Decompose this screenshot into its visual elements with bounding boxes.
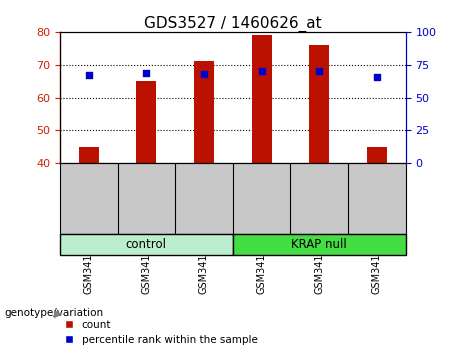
Text: KRAP null: KRAP null	[291, 238, 347, 251]
Bar	[136, 81, 156, 163]
Bar	[233, 234, 406, 255]
Text: ▶: ▶	[54, 308, 63, 318]
Point	[85, 73, 92, 78]
Point	[315, 68, 323, 74]
Text: genotype/variation: genotype/variation	[5, 308, 104, 318]
Bar	[367, 147, 387, 163]
Legend: count, percentile rank within the sample: count, percentile rank within the sample	[65, 320, 258, 345]
Bar	[79, 147, 99, 163]
Bar	[252, 35, 272, 163]
Bar	[309, 45, 329, 163]
Bar	[60, 234, 233, 255]
Title: GDS3527 / 1460626_at: GDS3527 / 1460626_at	[144, 16, 322, 32]
Text: control: control	[126, 238, 167, 251]
Point	[200, 71, 207, 77]
Point	[142, 70, 150, 75]
Bar	[194, 62, 214, 163]
Point	[258, 68, 266, 74]
Point	[373, 74, 381, 79]
